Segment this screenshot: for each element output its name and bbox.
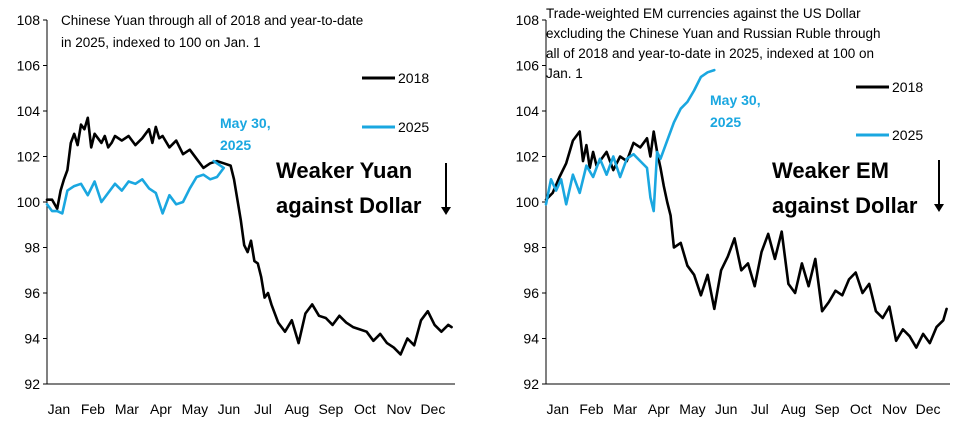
chart1-down-arrow-icon bbox=[441, 207, 451, 215]
chart1-y-tick-label: 96 bbox=[24, 285, 40, 301]
chart2-title-line: excluding the Chinese Yuan and Russian R… bbox=[546, 26, 881, 41]
chart1-series-2018-line bbox=[45, 116, 453, 356]
chart2-title-line: Trade-weighted EM currencies against the… bbox=[546, 6, 861, 21]
chart1-x-tick-label: Sep bbox=[318, 401, 343, 417]
chart2-x-tick-label: Apr bbox=[648, 401, 670, 417]
chart2-legend-label-2018: 2018 bbox=[892, 79, 923, 95]
chart2-x-tick-label: May bbox=[679, 401, 705, 417]
chart2-series-2025-line bbox=[544, 68, 716, 213]
chart1-x-tick-label: Aug bbox=[284, 401, 309, 417]
chart1-annotation-line: May 30, bbox=[220, 115, 271, 131]
chart2-y-tick-label: 94 bbox=[523, 331, 539, 347]
chart1-legend-label-2018: 2018 bbox=[398, 70, 429, 86]
chart2-x-tick-label: Jun bbox=[715, 401, 738, 417]
chart1-y-tick-label: 104 bbox=[17, 103, 41, 119]
chart2-x-tick-label: Aug bbox=[781, 401, 806, 417]
chart1-y-tick-label: 106 bbox=[17, 58, 41, 74]
chart2-x-tick-label: Feb bbox=[579, 401, 603, 417]
chart1-x-tick-label: Nov bbox=[386, 401, 411, 417]
chart1-x-tick-label: Apr bbox=[150, 401, 172, 417]
chart1-x-tick-label: Jul bbox=[254, 401, 272, 417]
chart2-x-tick-label: Dec bbox=[916, 401, 941, 417]
chart1-x-tick-label: Jan bbox=[48, 401, 71, 417]
chart1-y-tick-label: 92 bbox=[24, 376, 40, 392]
chart2-x-tick-label: Nov bbox=[882, 401, 907, 417]
chart2-x-tick-label: Jan bbox=[546, 401, 569, 417]
chart2-weaker-label-line: against Dollar bbox=[772, 193, 918, 218]
chart2-y-tick-label: 96 bbox=[523, 285, 539, 301]
chart2-title-line: Jan. 1 bbox=[546, 66, 583, 81]
chart1-y-tick-label: 100 bbox=[17, 194, 41, 210]
chart2-weaker-label-line: Weaker EM bbox=[772, 158, 889, 183]
chart2-y-tick-label: 100 bbox=[516, 194, 540, 210]
chart2-annotation-line: May 30, bbox=[710, 92, 761, 108]
chart1-legend-label-2025: 2025 bbox=[398, 119, 429, 135]
chart1-weaker-label-line: against Dollar bbox=[276, 193, 422, 218]
chart1-x-tick-label: Oct bbox=[354, 401, 376, 417]
chart2-legend-label-2025: 2025 bbox=[892, 127, 923, 143]
chart1-series-2025-line bbox=[45, 159, 226, 215]
chart1-weaker-label-line: Weaker Yuan bbox=[276, 158, 412, 183]
chart1-y-tick-label: 94 bbox=[24, 331, 40, 347]
chart2-down-arrow-icon bbox=[934, 204, 944, 212]
chart2-y-tick-label: 104 bbox=[516, 103, 540, 119]
chart2-annotation-line: 2025 bbox=[710, 114, 741, 130]
chart1-y-tick-label: 108 bbox=[17, 12, 41, 28]
chart1-x-tick-label: Mar bbox=[115, 401, 139, 417]
chart1-title-line: in 2025, indexed to 100 on Jan. 1 bbox=[61, 35, 261, 50]
chart1-x-tick-label: Dec bbox=[420, 401, 445, 417]
chart2-title-line: all of 2018 and year-to-date in 2025, in… bbox=[546, 46, 874, 61]
chart1-y-tick-label: 98 bbox=[24, 240, 40, 256]
chart1-x-tick-label: May bbox=[182, 401, 208, 417]
chart1-annotation-line: 2025 bbox=[220, 137, 251, 153]
chart2-x-tick-label: Mar bbox=[613, 401, 637, 417]
chart2-y-tick-label: 106 bbox=[516, 58, 540, 74]
chart2-y-tick-label: 108 bbox=[516, 12, 540, 28]
chart2-y-tick-label: 98 bbox=[523, 240, 539, 256]
chart2-x-tick-label: Jul bbox=[751, 401, 769, 417]
chart2-x-tick-label: Oct bbox=[850, 401, 872, 417]
chart2-y-tick-label: 102 bbox=[516, 149, 540, 165]
chart1-x-tick-label: Feb bbox=[81, 401, 105, 417]
chart1-title-line: Chinese Yuan through all of 2018 and yea… bbox=[61, 13, 363, 28]
chart2-x-tick-label: Sep bbox=[815, 401, 840, 417]
chart1-x-tick-label: Jun bbox=[218, 401, 241, 417]
chart2-y-tick-label: 92 bbox=[523, 376, 539, 392]
chart1-y-tick-label: 102 bbox=[17, 149, 41, 165]
